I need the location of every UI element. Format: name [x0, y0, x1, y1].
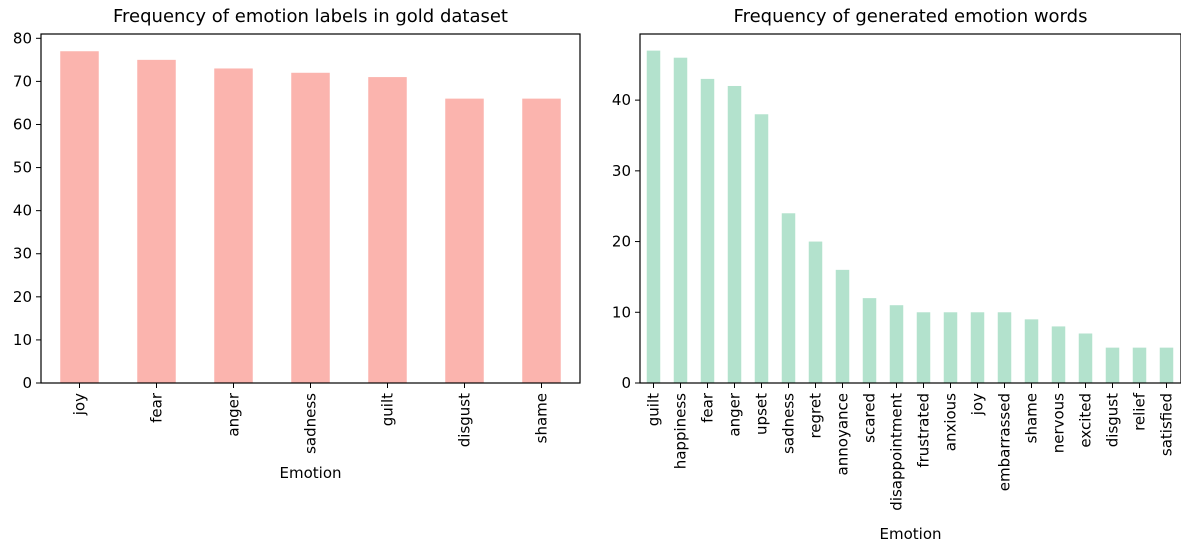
bar-anger [214, 68, 253, 383]
x-tick-label: sadness [302, 393, 320, 454]
x-tick-label: embarrassed [996, 393, 1014, 491]
x-tick-label: anger [225, 392, 243, 436]
bar-regret [808, 241, 823, 383]
x-tick-label: regret [807, 393, 825, 439]
bar-sadness [781, 213, 796, 383]
bar-relief [1132, 347, 1147, 383]
bar-satisfied [1159, 347, 1174, 383]
chart-gold-labels: Frequency of emotion labels in gold data… [13, 6, 581, 482]
chart-generated-words: Frequency of generated emotion words Emo… [612, 6, 1181, 543]
bar-nervous [1051, 326, 1066, 383]
bar-disgust [1105, 347, 1120, 383]
y-tick-label: 10 [13, 331, 32, 349]
bar-joy [970, 312, 985, 383]
bar-guilt [368, 77, 407, 383]
y-tick-label: 40 [13, 202, 32, 220]
bar-fear [137, 59, 176, 383]
bar-guilt [646, 50, 661, 383]
x-tick-label: disgust [1104, 393, 1122, 447]
x-tick-label: annoyance [834, 393, 852, 475]
x-tick-label: sadness [780, 393, 798, 454]
y-tick-label: 70 [13, 72, 32, 90]
y-tick-label: 60 [13, 115, 32, 133]
bar-frustrated [916, 312, 931, 383]
x-axis-label: Emotion [880, 525, 942, 542]
y-tick-label: 10 [612, 303, 631, 321]
x-tick-label: nervous [1050, 393, 1068, 453]
x-tick-label: shame [1023, 393, 1041, 443]
y-tick-label: 0 [22, 374, 32, 392]
bar-scared [862, 298, 877, 383]
y-tick-label: 50 [13, 159, 32, 177]
bar-sadness [291, 72, 330, 384]
x-axis-label: Emotion [280, 464, 342, 482]
x-tick-label: anger [726, 392, 744, 436]
x-tick-label: guilt [379, 393, 397, 426]
bar-disappointment [889, 305, 904, 383]
x-tick-label: disappointment [888, 393, 906, 511]
bar-excited [1078, 333, 1093, 383]
x-tick-label: scared [861, 393, 879, 443]
bar-disgust [445, 98, 484, 383]
chart-title: Frequency of generated emotion words [734, 6, 1088, 27]
bar-shame [522, 98, 561, 383]
y-tick-label: 20 [612, 233, 631, 251]
bar-happiness [673, 57, 688, 384]
chart-title: Frequency of emotion labels in gold data… [113, 6, 508, 27]
bar-annoyance [835, 269, 850, 383]
x-tick-label: disgust [456, 393, 474, 447]
x-tick-label: fear [148, 392, 166, 423]
y-tick-label: 80 [13, 29, 32, 47]
x-tick-label: anxious [942, 393, 960, 451]
bar-fear [700, 78, 715, 383]
bar-anxious [943, 312, 958, 383]
bar-embarrassed [997, 312, 1012, 383]
x-tick-label: joy [969, 393, 987, 416]
y-tick-label: 20 [13, 288, 32, 306]
bar-anger [727, 85, 742, 383]
x-tick-label: excited [1077, 393, 1095, 448]
bar-shame [1024, 319, 1039, 383]
x-tick-label: upset [753, 393, 771, 435]
x-tick-label: shame [533, 393, 551, 443]
y-tick-label: 30 [612, 162, 631, 180]
x-tick-label: guilt [645, 393, 663, 426]
axes-frame [639, 33, 1181, 384]
bar-upset [754, 114, 769, 383]
bar-joy [60, 51, 99, 384]
y-tick-label: 40 [612, 91, 631, 109]
y-tick-label: 30 [13, 245, 32, 263]
x-tick-label: happiness [672, 393, 690, 469]
x-tick-label: fear [699, 392, 717, 423]
y-tick-label: 0 [621, 374, 631, 392]
x-tick-label: joy [71, 393, 89, 416]
x-tick-label: relief [1131, 392, 1149, 431]
x-tick-label: satisfied [1158, 393, 1176, 456]
x-tick-label: frustrated [915, 393, 933, 468]
